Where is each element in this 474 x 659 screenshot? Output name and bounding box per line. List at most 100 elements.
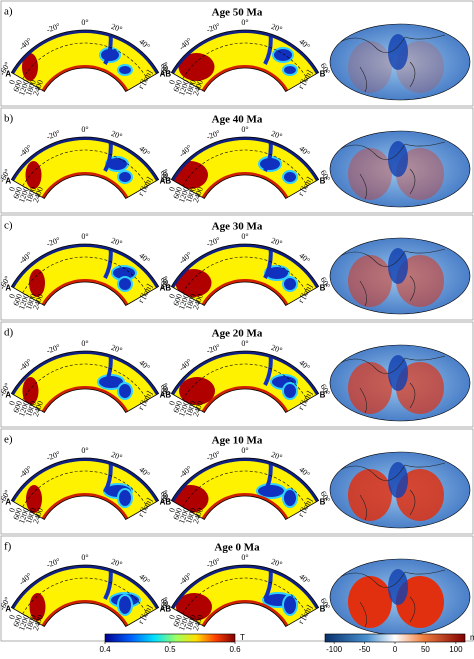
angle-tick-label: 0° <box>241 125 248 134</box>
panel-frame <box>0 535 474 642</box>
reference-depth <box>22 577 148 615</box>
angle-tick-label: 40° <box>137 358 151 372</box>
geoid-low <box>388 569 408 605</box>
depth-tick-label: 0 <box>167 186 177 193</box>
map-outline <box>329 130 471 208</box>
section-start: A <box>5 391 11 400</box>
depth-tick-label: 600 <box>11 614 24 628</box>
angle-tick-label: 0° <box>81 125 88 134</box>
section-outline <box>10 350 160 414</box>
section-end: A' <box>160 70 168 79</box>
angle-tick-label: -20° <box>205 128 221 141</box>
geoid-high <box>396 41 444 93</box>
coastline <box>339 355 446 414</box>
cmb-layer <box>201 172 289 199</box>
angle-tick-label: 20° <box>110 343 124 355</box>
section-start: B <box>165 391 171 400</box>
angle-tick-label: 40° <box>297 144 311 158</box>
angle-tick-label: -20° <box>45 128 61 141</box>
panel-label: d) <box>4 327 14 339</box>
geoid-map <box>330 452 470 528</box>
colorbar-unit: m <box>470 633 474 642</box>
hot-anomaly <box>176 593 212 621</box>
section-outline <box>170 457 320 521</box>
section-end: B' <box>320 605 328 614</box>
hot-anomaly <box>25 161 42 189</box>
reference-depth <box>182 42 308 80</box>
depth-tick-label: 0 <box>7 293 17 300</box>
panel-label: e) <box>4 434 13 446</box>
geoid-high <box>396 576 444 628</box>
surface-layer <box>171 458 319 502</box>
colorbar-tick-label: 50 <box>421 645 430 654</box>
section-start: A <box>5 498 11 507</box>
coastline <box>339 141 446 200</box>
depth-tick-label: 0 <box>7 186 17 193</box>
coastline <box>339 569 446 628</box>
hot-anomaly <box>179 377 215 405</box>
panel-title: Age 0 Ma <box>214 542 260 554</box>
section-fill <box>11 30 159 92</box>
cross-section <box>171 458 319 520</box>
depth-tick-label: 0 <box>167 400 177 407</box>
panel-label: a) <box>4 6 13 18</box>
cold-anomaly <box>282 382 298 400</box>
depth-tick-label: 600 <box>171 400 184 414</box>
angle-tick-label: 20° <box>110 557 124 569</box>
panel-title: Age 30 Ma <box>212 221 263 233</box>
cross-section <box>11 244 159 306</box>
depth-tick-label: 600 <box>171 507 184 521</box>
cross-section <box>171 565 319 627</box>
cross-section <box>11 458 159 520</box>
section-outline <box>170 29 320 93</box>
geoid-high <box>396 362 444 414</box>
section-outline <box>170 136 320 200</box>
cold-anomaly <box>282 488 298 508</box>
geoid-low <box>388 462 408 498</box>
depth-tick-label: 0 <box>167 293 177 300</box>
section-outline <box>10 457 160 521</box>
cross-section <box>171 351 319 413</box>
cold-anomaly <box>282 594 298 616</box>
depth-tick-label: 600 <box>11 79 24 93</box>
angle-tick-label: -20° <box>205 342 221 355</box>
panel-title: Age 50 Ma <box>212 7 263 19</box>
geoid-high <box>348 469 392 521</box>
angle-tick-label: 0° <box>81 232 88 241</box>
section-outline <box>10 136 160 200</box>
cross-section <box>11 137 159 199</box>
angle-tick-label: 0° <box>81 553 88 562</box>
surface-layer <box>11 351 159 395</box>
section-end: B' <box>320 177 328 186</box>
angle-tick-label: 40° <box>297 572 311 586</box>
panel-title: Age 20 Ma <box>212 328 263 340</box>
section-start: A <box>5 70 11 79</box>
angle-tick-label: -20° <box>205 235 221 248</box>
angle-tick-label: 0° <box>81 446 88 455</box>
panel-frame <box>0 321 474 428</box>
reference-depth <box>182 256 308 294</box>
geoid-high <box>348 576 392 628</box>
angle-tick-label: 0° <box>241 446 248 455</box>
map-outline <box>329 23 471 101</box>
surface-layer <box>11 244 159 288</box>
map-outline <box>329 344 471 422</box>
angle-tick-label: 40° <box>137 465 151 479</box>
section-outline <box>170 243 320 307</box>
depth-tick-label: 0 <box>167 79 177 86</box>
depth-tick-label: 0 <box>167 507 177 514</box>
geoid-high <box>348 362 392 414</box>
section-end: B' <box>320 284 328 293</box>
geoid-high <box>348 41 392 93</box>
section-start: A <box>5 177 11 186</box>
reference-depth <box>22 256 148 294</box>
hot-anomaly <box>29 269 45 297</box>
hot-anomaly <box>22 377 39 405</box>
angle-tick-label: 0° <box>241 339 248 348</box>
surface-layer <box>171 565 319 609</box>
cold-anomaly <box>282 170 298 184</box>
geoid-map <box>330 131 470 207</box>
cmb-layer <box>201 65 289 92</box>
colorbar-tick-label: 0.5 <box>164 645 176 654</box>
